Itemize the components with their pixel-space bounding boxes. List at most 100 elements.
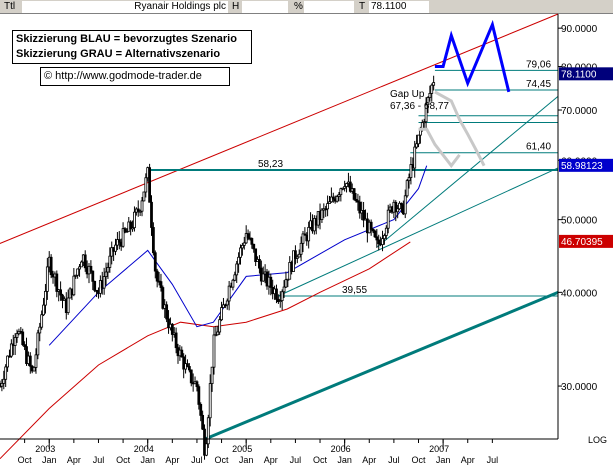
candle-body xyxy=(148,167,151,203)
candle-body xyxy=(174,332,178,349)
candle-body xyxy=(108,255,112,268)
candle-body xyxy=(424,104,428,123)
x-month-label: Jan xyxy=(42,455,57,465)
candle-body xyxy=(142,191,146,202)
x-month-label: Apr xyxy=(362,455,376,465)
trend-lines xyxy=(0,13,559,441)
trendline-thick-support xyxy=(204,290,559,441)
instrument-header-bar: Ttl Ryanair Holdings plc H % T 78.1100 xyxy=(0,0,613,14)
candle-body xyxy=(415,143,419,148)
candle-body xyxy=(358,201,362,214)
candle-body xyxy=(250,238,254,245)
candle-body xyxy=(324,208,328,211)
x-year-label: 2003 xyxy=(35,444,55,454)
candle-body xyxy=(110,247,114,257)
grey-scenario-flag xyxy=(418,127,461,169)
x-year-label: 2005 xyxy=(232,444,252,454)
candle-body xyxy=(218,319,222,333)
candle-body xyxy=(369,221,373,230)
candle-body xyxy=(307,226,311,242)
x-month-label: Jul xyxy=(388,455,400,465)
candle-body xyxy=(83,254,87,269)
candle-body xyxy=(237,256,241,265)
x-month-label: Apr xyxy=(67,455,81,465)
candle-body xyxy=(8,355,11,358)
candle-body xyxy=(261,273,265,282)
x-month-label: Oct xyxy=(411,455,426,465)
candle-body xyxy=(220,307,223,321)
candle-body xyxy=(339,188,343,196)
candle-body xyxy=(297,253,301,258)
x-month-label: Jan xyxy=(140,455,155,465)
candle-body xyxy=(151,227,155,254)
candle-body xyxy=(61,294,64,301)
candle-body xyxy=(352,188,356,200)
candle-body xyxy=(66,297,70,314)
scenario-sketch xyxy=(418,19,511,169)
candle-body xyxy=(375,236,379,241)
blue-scenario-path xyxy=(434,19,511,93)
candle-body xyxy=(45,266,49,292)
candle-body xyxy=(242,242,246,246)
y-tick-label: 50.0000 xyxy=(561,216,598,227)
candle-body xyxy=(74,274,78,277)
candle-body xyxy=(407,177,411,182)
candle-body xyxy=(373,230,377,238)
candle-body xyxy=(239,247,242,258)
candle-body xyxy=(167,318,170,329)
price-badge-label: 78.1100 xyxy=(561,69,597,80)
y-tick-label: 40.0000 xyxy=(561,288,598,299)
candle-body xyxy=(337,194,341,197)
candle-body xyxy=(282,286,286,293)
candle-body xyxy=(23,344,27,348)
candle-body xyxy=(354,198,358,202)
candle-body xyxy=(258,259,261,269)
candle-body xyxy=(36,332,40,356)
candle-body xyxy=(25,346,28,364)
candle-body xyxy=(331,196,335,200)
candle-body xyxy=(301,233,305,244)
candle-body xyxy=(150,201,153,228)
candle-body xyxy=(284,279,288,288)
candle-body xyxy=(345,183,348,187)
candle-body xyxy=(133,211,136,229)
candle-body xyxy=(235,263,239,276)
candle-body xyxy=(223,304,227,307)
x-month-label: Apr xyxy=(461,455,475,465)
candle-body xyxy=(195,381,199,388)
candle-body xyxy=(80,261,83,268)
price-badge-label: 46.70395 xyxy=(561,237,603,248)
candle-body xyxy=(216,331,220,336)
gap-up-title: Gap Up xyxy=(390,89,425,100)
h-label: H xyxy=(230,1,242,13)
candle-body xyxy=(335,196,339,202)
x-month-label: Jul xyxy=(93,455,105,465)
candle-body xyxy=(348,181,352,192)
candle-body xyxy=(227,285,231,302)
candle-body xyxy=(405,180,409,197)
gap-up-range: 67,36 - 68,77 xyxy=(390,101,449,112)
candle-body xyxy=(225,300,229,306)
candle-body xyxy=(403,195,407,215)
candle-body xyxy=(377,239,381,245)
candle-body xyxy=(144,177,148,193)
level-label: 39,55 xyxy=(342,285,367,296)
candle-body xyxy=(362,210,365,221)
candle-body xyxy=(303,233,307,236)
candle-body xyxy=(214,334,218,337)
candle-body xyxy=(371,228,375,232)
candle-body xyxy=(104,271,108,277)
candle-body xyxy=(275,288,278,300)
x-month-label: Oct xyxy=(116,455,131,465)
candle-body xyxy=(136,208,140,212)
copyright-text: © http://www.godmode-trader.de xyxy=(44,70,202,82)
t-label: T xyxy=(357,1,368,13)
candle-body xyxy=(205,443,208,456)
trendline-channel-upper xyxy=(0,13,559,244)
candle-body xyxy=(396,208,400,213)
candle-body xyxy=(28,355,32,367)
candle-body xyxy=(383,235,386,240)
candle-body xyxy=(269,276,273,288)
candle-body xyxy=(252,243,256,250)
